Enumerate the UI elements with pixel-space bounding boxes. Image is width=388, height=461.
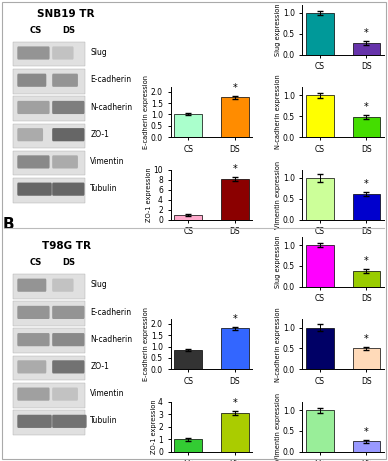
- FancyBboxPatch shape: [17, 333, 50, 346]
- FancyBboxPatch shape: [52, 155, 78, 169]
- FancyBboxPatch shape: [52, 333, 85, 346]
- FancyBboxPatch shape: [13, 274, 85, 299]
- Y-axis label: Vimentin expression: Vimentin expression: [275, 393, 281, 461]
- Text: E-cadherin: E-cadherin: [90, 75, 131, 84]
- FancyBboxPatch shape: [52, 278, 74, 292]
- FancyBboxPatch shape: [13, 178, 85, 202]
- Bar: [221, 413, 249, 452]
- Bar: [353, 271, 380, 287]
- FancyBboxPatch shape: [17, 183, 52, 196]
- FancyBboxPatch shape: [52, 47, 74, 59]
- FancyBboxPatch shape: [17, 361, 46, 373]
- Text: DS: DS: [62, 26, 75, 35]
- FancyBboxPatch shape: [17, 47, 50, 59]
- Bar: [353, 349, 380, 369]
- FancyBboxPatch shape: [13, 328, 85, 353]
- Bar: [306, 245, 334, 287]
- Text: Tubulin: Tubulin: [90, 184, 118, 193]
- FancyBboxPatch shape: [52, 415, 87, 428]
- Bar: [306, 13, 334, 54]
- Bar: [174, 350, 202, 369]
- Text: Slug: Slug: [90, 48, 107, 57]
- Text: B: B: [3, 218, 14, 232]
- Y-axis label: ZO-1 expression: ZO-1 expression: [146, 167, 152, 222]
- Bar: [221, 178, 249, 219]
- FancyBboxPatch shape: [13, 96, 85, 121]
- Text: ZO-1: ZO-1: [90, 130, 109, 139]
- FancyBboxPatch shape: [17, 388, 50, 401]
- Text: *: *: [364, 28, 369, 38]
- Bar: [353, 43, 380, 54]
- FancyBboxPatch shape: [13, 151, 85, 175]
- FancyBboxPatch shape: [52, 388, 78, 401]
- Text: *: *: [232, 314, 237, 324]
- Text: SNB19 TR: SNB19 TR: [37, 9, 95, 19]
- Bar: [221, 97, 249, 137]
- FancyBboxPatch shape: [17, 101, 50, 114]
- Text: Vimentin: Vimentin: [90, 157, 125, 166]
- Bar: [306, 328, 334, 369]
- Text: Tubulin: Tubulin: [90, 416, 118, 426]
- Text: E-cadherin: E-cadherin: [90, 307, 131, 317]
- FancyBboxPatch shape: [17, 74, 46, 87]
- Y-axis label: N-cadherin expression: N-cadherin expression: [275, 75, 281, 149]
- FancyBboxPatch shape: [52, 74, 78, 87]
- Y-axis label: E-cadherin expression: E-cadherin expression: [144, 75, 149, 149]
- Bar: [353, 441, 380, 452]
- FancyBboxPatch shape: [52, 183, 85, 196]
- Y-axis label: E-cadherin expression: E-cadherin expression: [144, 307, 149, 381]
- Text: *: *: [232, 83, 237, 93]
- Bar: [353, 194, 380, 219]
- Bar: [174, 114, 202, 137]
- Text: N-cadherin: N-cadherin: [90, 335, 132, 344]
- FancyBboxPatch shape: [17, 415, 52, 428]
- Y-axis label: Vimentin expression: Vimentin expression: [275, 160, 281, 229]
- Text: *: *: [364, 102, 369, 112]
- FancyBboxPatch shape: [52, 101, 85, 114]
- Text: *: *: [232, 398, 237, 408]
- Y-axis label: Slug expression: Slug expression: [275, 236, 281, 288]
- Text: *: *: [364, 256, 369, 266]
- Bar: [306, 178, 334, 219]
- Bar: [353, 117, 380, 137]
- FancyBboxPatch shape: [13, 69, 85, 94]
- FancyBboxPatch shape: [17, 306, 50, 319]
- Text: DS: DS: [62, 258, 75, 267]
- FancyBboxPatch shape: [13, 383, 85, 408]
- Text: *: *: [364, 427, 369, 437]
- Y-axis label: Slug expression: Slug expression: [275, 3, 281, 56]
- FancyBboxPatch shape: [13, 124, 85, 148]
- FancyBboxPatch shape: [52, 128, 85, 141]
- Text: CS: CS: [29, 26, 42, 35]
- FancyBboxPatch shape: [13, 410, 85, 435]
- Y-axis label: ZO-1 expression: ZO-1 expression: [151, 400, 157, 454]
- Y-axis label: N-cadherin expression: N-cadherin expression: [275, 307, 281, 382]
- Bar: [306, 95, 334, 137]
- FancyBboxPatch shape: [17, 128, 43, 141]
- FancyBboxPatch shape: [13, 301, 85, 326]
- Text: ZO-1: ZO-1: [90, 362, 109, 371]
- Bar: [221, 328, 249, 369]
- Text: Slug: Slug: [90, 280, 107, 290]
- Bar: [306, 410, 334, 452]
- Text: T98G TR: T98G TR: [42, 241, 91, 251]
- Text: N-cadherin: N-cadherin: [90, 103, 132, 112]
- FancyBboxPatch shape: [13, 42, 85, 66]
- Bar: [174, 215, 202, 219]
- Text: *: *: [364, 334, 369, 344]
- FancyBboxPatch shape: [52, 361, 85, 373]
- FancyBboxPatch shape: [52, 306, 85, 319]
- Text: *: *: [232, 164, 237, 174]
- Text: Vimentin: Vimentin: [90, 389, 125, 398]
- FancyBboxPatch shape: [13, 356, 85, 380]
- Text: CS: CS: [29, 258, 42, 267]
- Bar: [174, 439, 202, 452]
- FancyBboxPatch shape: [17, 155, 50, 169]
- Text: *: *: [364, 179, 369, 189]
- FancyBboxPatch shape: [17, 278, 46, 292]
